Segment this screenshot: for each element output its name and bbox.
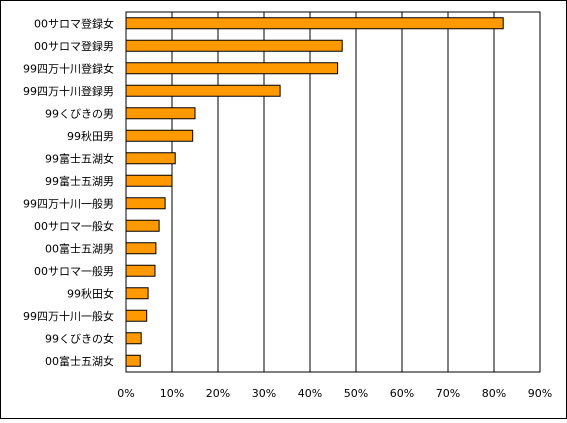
bar: [125, 17, 504, 30]
bar: [125, 309, 148, 322]
category-label: 00サロマ登録男: [34, 39, 114, 53]
category-label: 99富士五湖男: [45, 174, 114, 188]
category-labels: 00サロマ登録女 00サロマ登録男 99四万十川登録女 99四万十川登録男 99くびきの…: [23, 16, 114, 368]
category-label: 00サロマ一般女: [34, 219, 114, 233]
bar: [125, 129, 194, 142]
category-label: 99四万十川一般女: [23, 309, 114, 323]
x-tick-label: 50%: [344, 387, 368, 400]
category-label: 99秋田女: [67, 286, 114, 300]
x-tick-label: 30%: [252, 387, 276, 400]
category-label: 99四万十川登録男: [23, 84, 114, 98]
x-tick-label: 10%: [160, 387, 184, 400]
bar: [125, 332, 142, 345]
category-label: 99富士五湖女: [45, 151, 114, 165]
category-label: 00サロマ登録女: [34, 16, 114, 30]
bar: [125, 152, 176, 165]
category-label: 99四万十川一般男: [23, 196, 114, 210]
category-label: 99くびきの男: [45, 107, 114, 120]
plot-area: [125, 11, 541, 373]
bar: [125, 264, 156, 277]
bar: [125, 174, 173, 187]
category-label: 99秋田男: [67, 129, 114, 143]
x-tick-label: 90%: [528, 387, 552, 400]
category-label: 99四万十川登録女: [23, 61, 114, 75]
bar: [125, 84, 281, 97]
bar: [125, 219, 160, 232]
bar: [125, 62, 339, 75]
x-tick-labels: 0% 10% 20% 30% 40% 50% 60% 70% 80% 90%: [117, 387, 552, 400]
bar: [125, 354, 141, 367]
x-tick-label: 80%: [482, 387, 506, 400]
x-tick-label: 60%: [390, 387, 414, 400]
x-tick-label: 40%: [298, 387, 322, 400]
x-tick-label: 20%: [206, 387, 230, 400]
category-label: 00サロマ一般男: [34, 265, 114, 278]
bar: [125, 197, 166, 210]
bar: [125, 287, 149, 300]
bar: [125, 107, 196, 120]
x-tick-label: 0%: [117, 387, 134, 400]
x-tick-label: 70%: [436, 387, 460, 400]
bars: [125, 17, 504, 367]
category-label: 00富士五湖女: [45, 354, 114, 368]
bar: [125, 242, 157, 255]
category-label: 00富士五湖男: [45, 241, 114, 255]
category-label: 99くびきの女: [45, 331, 114, 345]
bar: [125, 39, 343, 52]
